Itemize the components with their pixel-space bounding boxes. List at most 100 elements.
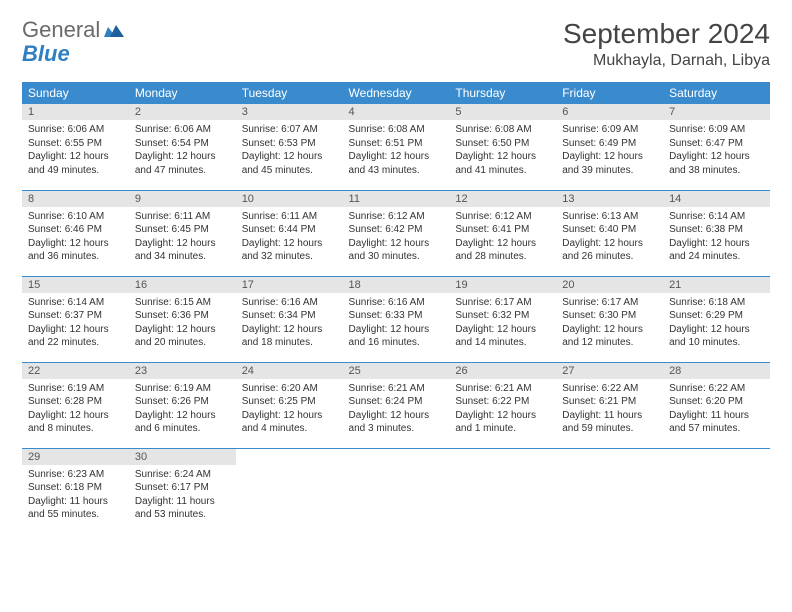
day-info: Sunrise: 6:12 AMSunset: 6:42 PMDaylight:… <box>343 207 450 268</box>
calendar-empty-cell <box>449 448 556 534</box>
day-number: 15 <box>22 277 129 293</box>
calendar-day-cell: 8Sunrise: 6:10 AMSunset: 6:46 PMDaylight… <box>22 190 129 276</box>
calendar-day-cell: 4Sunrise: 6:08 AMSunset: 6:51 PMDaylight… <box>343 104 450 190</box>
day-number: 6 <box>556 104 663 120</box>
calendar-day-cell: 17Sunrise: 6:16 AMSunset: 6:34 PMDayligh… <box>236 276 343 362</box>
day-info: Sunrise: 6:08 AMSunset: 6:51 PMDaylight:… <box>343 120 450 181</box>
day-info: Sunrise: 6:24 AMSunset: 6:17 PMDaylight:… <box>129 465 236 526</box>
calendar-day-cell: 12Sunrise: 6:12 AMSunset: 6:41 PMDayligh… <box>449 190 556 276</box>
calendar-day-cell: 29Sunrise: 6:23 AMSunset: 6:18 PMDayligh… <box>22 448 129 534</box>
calendar-empty-cell <box>343 448 450 534</box>
day-number: 11 <box>343 191 450 207</box>
day-info: Sunrise: 6:11 AMSunset: 6:44 PMDaylight:… <box>236 207 343 268</box>
day-number: 29 <box>22 449 129 465</box>
day-info: Sunrise: 6:08 AMSunset: 6:50 PMDaylight:… <box>449 120 556 181</box>
calendar-day-cell: 9Sunrise: 6:11 AMSunset: 6:45 PMDaylight… <box>129 190 236 276</box>
calendar-day-cell: 27Sunrise: 6:22 AMSunset: 6:21 PMDayligh… <box>556 362 663 448</box>
weekday-header: Monday <box>129 82 236 104</box>
day-info: Sunrise: 6:14 AMSunset: 6:38 PMDaylight:… <box>663 207 770 268</box>
day-number: 21 <box>663 277 770 293</box>
calendar-day-cell: 5Sunrise: 6:08 AMSunset: 6:50 PMDaylight… <box>449 104 556 190</box>
calendar-day-cell: 15Sunrise: 6:14 AMSunset: 6:37 PMDayligh… <box>22 276 129 362</box>
day-number: 9 <box>129 191 236 207</box>
calendar-day-cell: 23Sunrise: 6:19 AMSunset: 6:26 PMDayligh… <box>129 362 236 448</box>
calendar-day-cell: 6Sunrise: 6:09 AMSunset: 6:49 PMDaylight… <box>556 104 663 190</box>
calendar-day-cell: 2Sunrise: 6:06 AMSunset: 6:54 PMDaylight… <box>129 104 236 190</box>
day-info: Sunrise: 6:22 AMSunset: 6:21 PMDaylight:… <box>556 379 663 440</box>
calendar-day-cell: 14Sunrise: 6:14 AMSunset: 6:38 PMDayligh… <box>663 190 770 276</box>
day-number: 8 <box>22 191 129 207</box>
day-info: Sunrise: 6:22 AMSunset: 6:20 PMDaylight:… <box>663 379 770 440</box>
page-header: General Blue September 2024 Mukhayla, Da… <box>22 18 770 70</box>
day-number: 26 <box>449 363 556 379</box>
day-info: Sunrise: 6:15 AMSunset: 6:36 PMDaylight:… <box>129 293 236 354</box>
weekday-header: Sunday <box>22 82 129 104</box>
day-info: Sunrise: 6:09 AMSunset: 6:49 PMDaylight:… <box>556 120 663 181</box>
day-number: 7 <box>663 104 770 120</box>
logo-word1: General <box>22 17 100 42</box>
day-info: Sunrise: 6:16 AMSunset: 6:33 PMDaylight:… <box>343 293 450 354</box>
calendar-body: 1Sunrise: 6:06 AMSunset: 6:55 PMDaylight… <box>22 104 770 534</box>
day-number: 18 <box>343 277 450 293</box>
calendar-day-cell: 28Sunrise: 6:22 AMSunset: 6:20 PMDayligh… <box>663 362 770 448</box>
day-number: 17 <box>236 277 343 293</box>
day-number: 25 <box>343 363 450 379</box>
weekday-header: Friday <box>556 82 663 104</box>
day-info: Sunrise: 6:19 AMSunset: 6:28 PMDaylight:… <box>22 379 129 440</box>
day-info: Sunrise: 6:17 AMSunset: 6:32 PMDaylight:… <box>449 293 556 354</box>
day-number: 12 <box>449 191 556 207</box>
day-number: 14 <box>663 191 770 207</box>
logo-mark-icon <box>104 23 124 42</box>
calendar-week-row: 22Sunrise: 6:19 AMSunset: 6:28 PMDayligh… <box>22 362 770 448</box>
calendar-empty-cell <box>236 448 343 534</box>
location: Mukhayla, Darnah, Libya <box>563 52 770 70</box>
day-number: 1 <box>22 104 129 120</box>
calendar-day-cell: 30Sunrise: 6:24 AMSunset: 6:17 PMDayligh… <box>129 448 236 534</box>
day-number: 20 <box>556 277 663 293</box>
day-number: 13 <box>556 191 663 207</box>
day-number: 27 <box>556 363 663 379</box>
weekday-header: Wednesday <box>343 82 450 104</box>
calendar-day-cell: 11Sunrise: 6:12 AMSunset: 6:42 PMDayligh… <box>343 190 450 276</box>
day-number: 30 <box>129 449 236 465</box>
calendar-week-row: 1Sunrise: 6:06 AMSunset: 6:55 PMDaylight… <box>22 104 770 190</box>
calendar-day-cell: 13Sunrise: 6:13 AMSunset: 6:40 PMDayligh… <box>556 190 663 276</box>
day-number: 23 <box>129 363 236 379</box>
month-title: September 2024 <box>563 18 770 50</box>
logo: General Blue <box>22 18 124 66</box>
calendar-day-cell: 25Sunrise: 6:21 AMSunset: 6:24 PMDayligh… <box>343 362 450 448</box>
day-number: 22 <box>22 363 129 379</box>
day-info: Sunrise: 6:11 AMSunset: 6:45 PMDaylight:… <box>129 207 236 268</box>
day-info: Sunrise: 6:21 AMSunset: 6:24 PMDaylight:… <box>343 379 450 440</box>
calendar-day-cell: 20Sunrise: 6:17 AMSunset: 6:30 PMDayligh… <box>556 276 663 362</box>
calendar-week-row: 29Sunrise: 6:23 AMSunset: 6:18 PMDayligh… <box>22 448 770 534</box>
day-info: Sunrise: 6:09 AMSunset: 6:47 PMDaylight:… <box>663 120 770 181</box>
day-info: Sunrise: 6:06 AMSunset: 6:54 PMDaylight:… <box>129 120 236 181</box>
calendar-week-row: 15Sunrise: 6:14 AMSunset: 6:37 PMDayligh… <box>22 276 770 362</box>
day-info: Sunrise: 6:19 AMSunset: 6:26 PMDaylight:… <box>129 379 236 440</box>
calendar-day-cell: 10Sunrise: 6:11 AMSunset: 6:44 PMDayligh… <box>236 190 343 276</box>
day-number: 5 <box>449 104 556 120</box>
day-info: Sunrise: 6:13 AMSunset: 6:40 PMDaylight:… <box>556 207 663 268</box>
calendar-day-cell: 24Sunrise: 6:20 AMSunset: 6:25 PMDayligh… <box>236 362 343 448</box>
calendar-day-cell: 16Sunrise: 6:15 AMSunset: 6:36 PMDayligh… <box>129 276 236 362</box>
day-number: 19 <box>449 277 556 293</box>
day-info: Sunrise: 6:10 AMSunset: 6:46 PMDaylight:… <box>22 207 129 268</box>
weekday-header: Saturday <box>663 82 770 104</box>
calendar-day-cell: 18Sunrise: 6:16 AMSunset: 6:33 PMDayligh… <box>343 276 450 362</box>
day-number: 4 <box>343 104 450 120</box>
calendar-empty-cell <box>663 448 770 534</box>
day-info: Sunrise: 6:06 AMSunset: 6:55 PMDaylight:… <box>22 120 129 181</box>
day-info: Sunrise: 6:07 AMSunset: 6:53 PMDaylight:… <box>236 120 343 181</box>
day-number: 10 <box>236 191 343 207</box>
calendar-day-cell: 21Sunrise: 6:18 AMSunset: 6:29 PMDayligh… <box>663 276 770 362</box>
calendar-day-cell: 7Sunrise: 6:09 AMSunset: 6:47 PMDaylight… <box>663 104 770 190</box>
day-info: Sunrise: 6:16 AMSunset: 6:34 PMDaylight:… <box>236 293 343 354</box>
calendar-table: SundayMondayTuesdayWednesdayThursdayFrid… <box>22 82 770 534</box>
day-info: Sunrise: 6:17 AMSunset: 6:30 PMDaylight:… <box>556 293 663 354</box>
day-info: Sunrise: 6:23 AMSunset: 6:18 PMDaylight:… <box>22 465 129 526</box>
weekday-header-row: SundayMondayTuesdayWednesdayThursdayFrid… <box>22 82 770 104</box>
day-info: Sunrise: 6:18 AMSunset: 6:29 PMDaylight:… <box>663 293 770 354</box>
calendar-day-cell: 26Sunrise: 6:21 AMSunset: 6:22 PMDayligh… <box>449 362 556 448</box>
calendar-day-cell: 22Sunrise: 6:19 AMSunset: 6:28 PMDayligh… <box>22 362 129 448</box>
